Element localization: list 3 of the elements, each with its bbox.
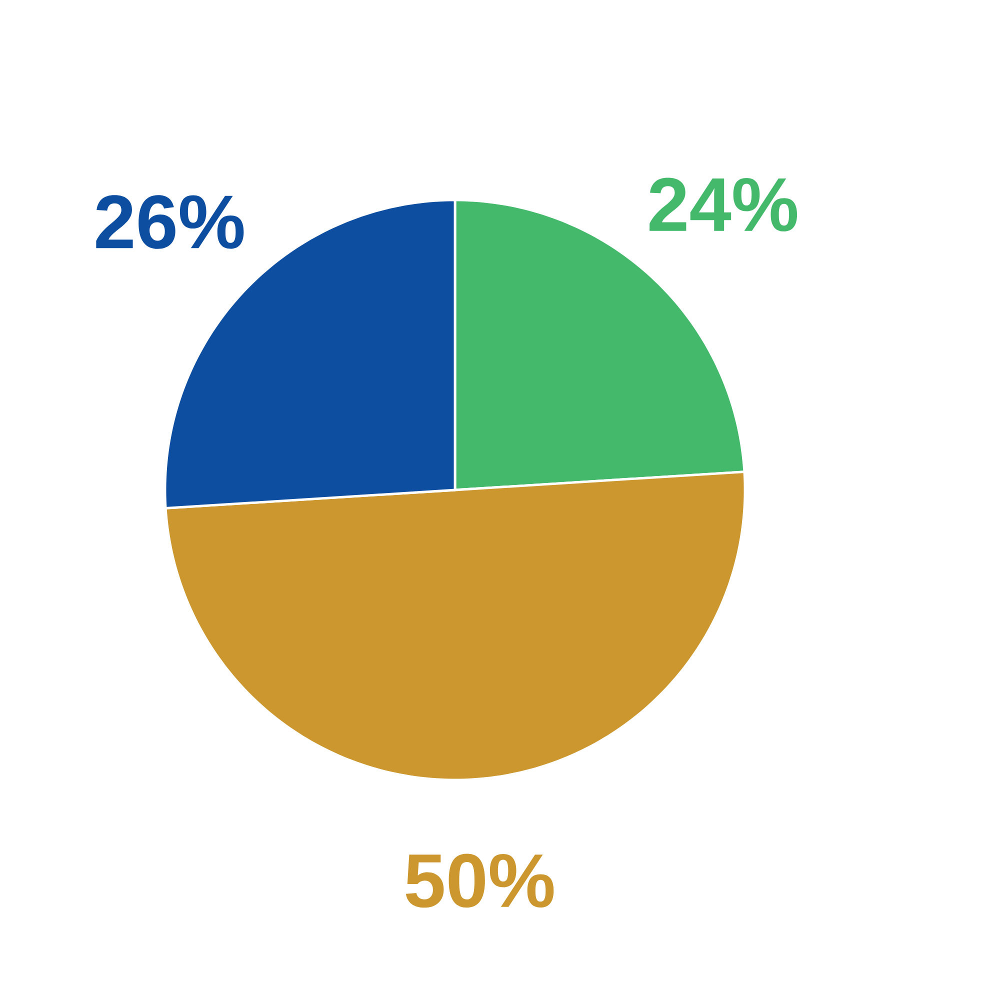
data-label: 24% (650, 178, 798, 232)
data-label: 26% (96, 195, 244, 249)
data-label: 50% (406, 854, 554, 908)
